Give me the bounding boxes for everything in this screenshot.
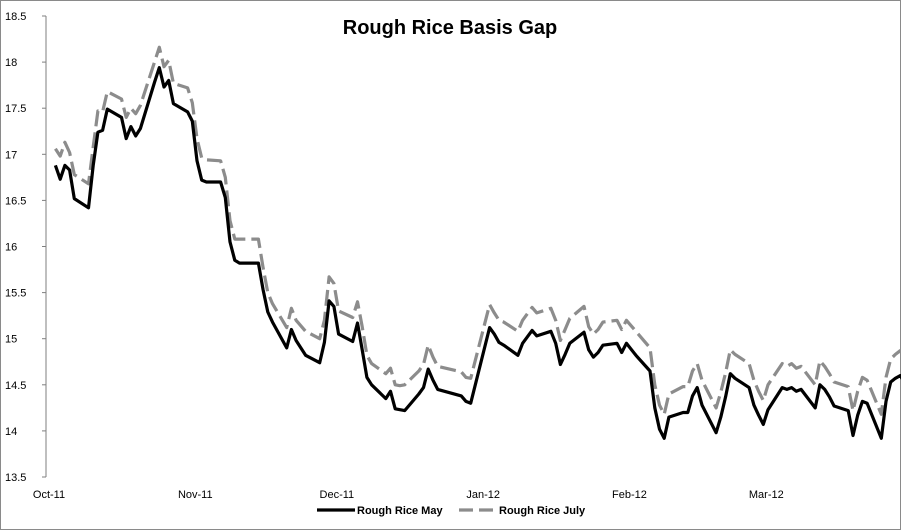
legend: Rough Rice May Rough Rice July [317, 505, 586, 517]
x-tick-label: Feb-12 [612, 489, 647, 501]
y-tick-label: 17.5 [5, 103, 26, 115]
y-tick-label: 14.5 [5, 380, 26, 392]
series-line-rough-rice-may [53, 65, 901, 440]
y-tick-label: 16.5 [5, 195, 26, 207]
y-tick-label: 14 [5, 426, 17, 438]
x-tick-label: Dec-11 [320, 489, 355, 501]
x-axis-ticks: Oct-11 Nov-11 Dec-11 Jan-12 Feb-12 Mar-12 [33, 489, 784, 501]
y-tick-label: 16 [5, 242, 17, 254]
y-axis-ticks: 13.5 14 14.5 15 15.5 16 16.5 17 17.5 18 18.5 [5, 11, 46, 484]
legend-label: Rough Rice May [357, 505, 443, 517]
y-tick-label: 15.5 [5, 288, 26, 300]
legend-label: Rough Rice July [499, 505, 586, 517]
series-group [53, 45, 901, 440]
x-tick-label: Jan-12 [466, 489, 500, 501]
y-tick-label: 18.5 [5, 11, 26, 23]
series-line-rough-rice-july [54, 45, 901, 416]
y-tick-label: 18 [5, 57, 17, 69]
y-tick-label: 15 [5, 334, 17, 346]
x-tick-label: Mar-12 [749, 489, 784, 501]
x-tick-label: Nov-11 [178, 489, 213, 501]
y-tick-label: 13.5 [5, 472, 26, 484]
chart-title: Rough Rice Basis Gap [343, 17, 558, 39]
x-tick-label: Oct-11 [33, 489, 65, 501]
y-tick-label: 17 [5, 149, 17, 161]
